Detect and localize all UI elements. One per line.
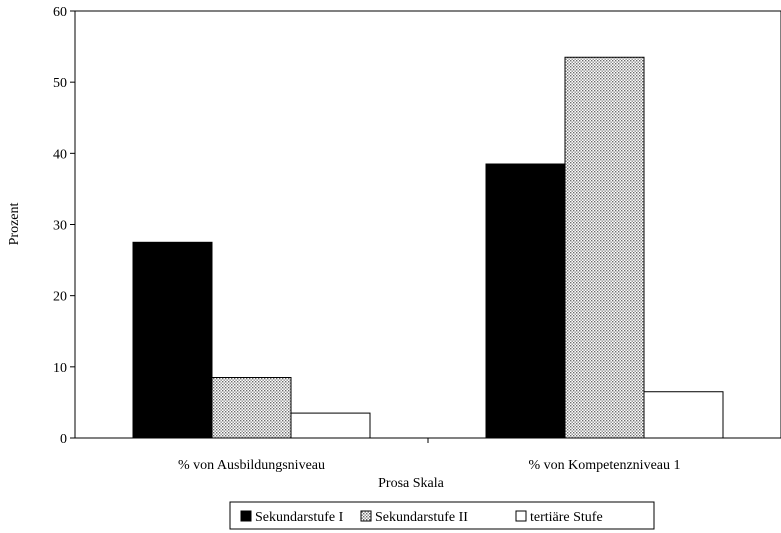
bar-3-2 — [643, 391, 724, 439]
y-tick-label: 10 — [53, 361, 67, 376]
bars-group — [132, 56, 724, 439]
y-tick-label: 50 — [53, 76, 67, 91]
bar-1-1 — [132, 241, 213, 439]
legend-swatch — [240, 510, 252, 522]
x-tick-label: % von Kompetenzniveau 1 — [528, 458, 680, 473]
bar-2-1 — [211, 377, 292, 439]
x-tick-label: % von Ausbildungsniveau — [178, 458, 325, 473]
legend-label: Sekundarstufe II — [375, 510, 468, 525]
y-tick-label: 20 — [53, 290, 67, 305]
y-tick-label: 0 — [60, 432, 67, 447]
bar-3-1 — [290, 412, 371, 439]
legend-swatch — [360, 510, 372, 522]
x-axis-label: Prosa Skala — [378, 476, 445, 491]
legend-label: Sekundarstufe I — [255, 510, 344, 525]
y-tick-label: 60 — [53, 5, 67, 20]
bar-1-2 — [485, 163, 566, 439]
y-tick-label: 40 — [53, 147, 67, 162]
legend-swatch — [515, 510, 527, 522]
y-axis-ticks: 0 10 20 30 40 50 60 — [53, 5, 75, 447]
x-axis-ticks: % von Ausbildungsniveau % von Kompetenzni… — [178, 438, 681, 473]
legend: Sekundarstufe I Sekundarstufe II tertiäre … — [229, 501, 655, 530]
legend-box — [229, 501, 655, 530]
bar-2-2 — [564, 56, 645, 439]
legend-label: tertiäre Stufe — [530, 510, 603, 525]
y-tick-label: 30 — [53, 219, 67, 234]
y-axis-label: Prozent — [7, 203, 22, 246]
